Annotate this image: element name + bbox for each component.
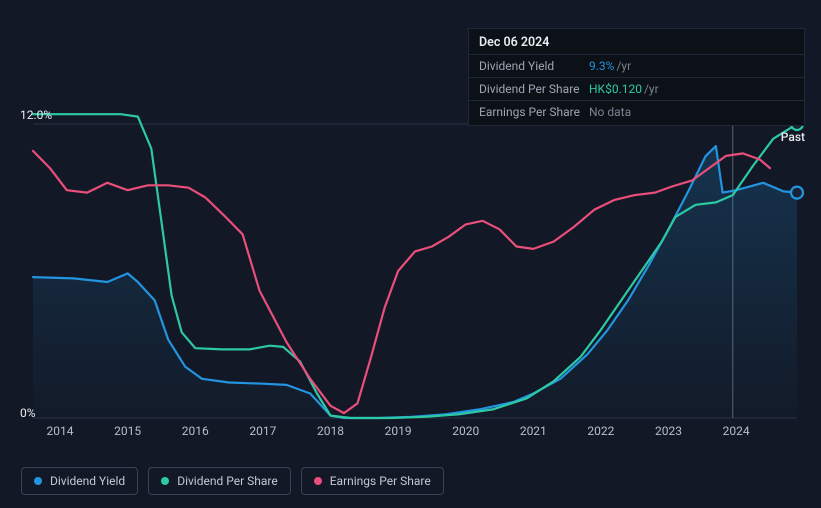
chart-container: 12.0% 0% Past 2014 2015 2016 2017 2018 2019 20… <box>0 0 821 508</box>
legend-label: Earnings Per Share <box>330 474 431 488</box>
x-tick: 2023 <box>655 424 682 438</box>
legend-item-dividend-per-share[interactable]: Dividend Per Share <box>148 467 291 495</box>
tooltip-row-label: Earnings Per Share <box>479 103 589 121</box>
tooltip-row-label: Dividend Yield <box>479 57 589 75</box>
legend-item-dividend-yield[interactable]: Dividend Yield <box>21 467 138 495</box>
legend-dot <box>161 477 169 485</box>
x-tick: 2018 <box>317 424 344 438</box>
x-tick: 2015 <box>114 424 141 438</box>
legend-label: Dividend Yield <box>50 474 125 488</box>
legend-dot <box>34 477 42 485</box>
tooltip-row-unit: /yr <box>616 57 631 75</box>
tooltip-row: Earnings Per ShareNo data <box>469 100 804 123</box>
x-tick: 2016 <box>182 424 209 438</box>
past-label: Past <box>781 130 805 144</box>
legend-item-earnings-per-share[interactable]: Earnings Per Share <box>301 467 444 495</box>
legend-label: Dividend Per Share <box>177 474 278 488</box>
legend-dot <box>314 477 322 485</box>
y-axis-min-label: 0% <box>20 406 36 420</box>
tooltip-row-label: Dividend Per Share <box>479 80 589 98</box>
x-tick: 2019 <box>385 424 412 438</box>
tooltip-date: Dec 06 2024 <box>469 29 804 54</box>
tooltip-row-value: 9.3% <box>589 57 614 75</box>
legend: Dividend Yield Dividend Per Share Earnings… <box>21 467 444 495</box>
tooltip-row-unit: /yr <box>644 80 659 98</box>
x-tick: 2014 <box>47 424 74 438</box>
tooltip-row: Dividend Per ShareHK$0.120 /yr <box>469 77 804 100</box>
chart-tooltip: Dec 06 2024 Dividend Yield9.3% /yrDivide… <box>468 28 805 126</box>
x-tick: 2017 <box>249 424 276 438</box>
tooltip-row: Dividend Yield9.3% /yr <box>469 54 804 77</box>
x-tick: 2020 <box>452 424 479 438</box>
x-tick: 2021 <box>520 424 547 438</box>
tooltip-row-value: HK$0.120 <box>589 80 642 98</box>
y-axis-max-label: 12.0% <box>20 108 52 122</box>
x-tick: 2024 <box>723 424 750 438</box>
tooltip-row-value: No data <box>589 103 631 121</box>
x-tick: 2022 <box>587 424 614 438</box>
